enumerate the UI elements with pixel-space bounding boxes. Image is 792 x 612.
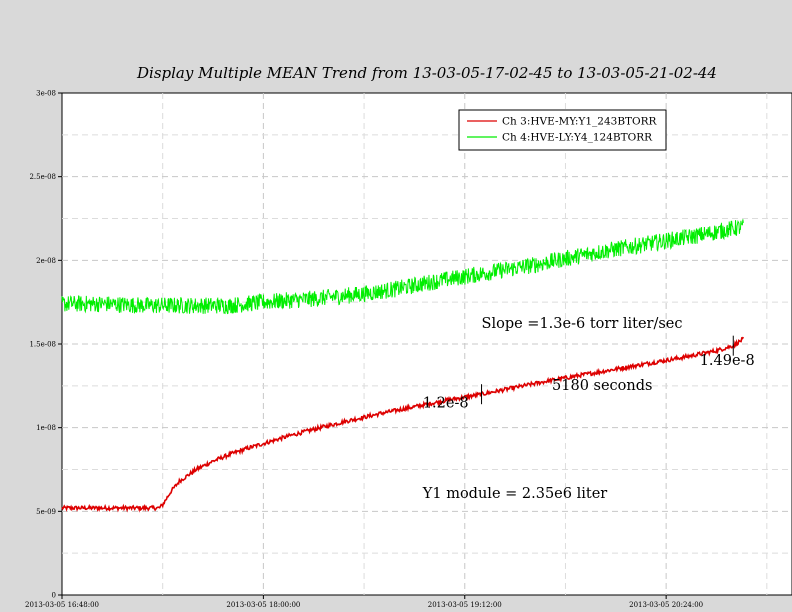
y-tick-label: 0 (52, 592, 56, 600)
series-line-1 (61, 336, 745, 513)
y-tick-label: 3e-08 (36, 90, 56, 98)
series-line-2 (61, 219, 744, 315)
x-tick-label: 2013-03-05 20:24:00 (629, 601, 703, 609)
x-tick-label: 2013-03-05 16:48:00 (25, 601, 99, 609)
axes: 2013-03-05 16:48:00 2013-03-05 18:00:00 20… (25, 90, 703, 610)
series-layer (61, 219, 745, 513)
annotation-layer: Slope =1.3e-6 torr liter/sec 1.49e-8 5180 … (422, 316, 755, 502)
legend-label: Ch 3:HVE-MY:Y1_243BTORR (502, 116, 658, 128)
legend-entries: Ch 3:HVE-MY:Y1_243BTORR Ch 4:HVE-LY:Y4_12… (467, 116, 658, 144)
annotation-text: 5180 seconds (552, 378, 652, 394)
y-tick-label: 2e-08 (36, 257, 56, 265)
legend-box (458, 109, 667, 151)
x-tick-label: 2013-03-05 19:12:00 (428, 601, 502, 609)
x-tick-label: 2013-03-05 18:00:00 (226, 601, 300, 609)
annotation-text: 1.49e-8 (700, 353, 755, 369)
chart-title: Display Multiple MEAN Trend from 13-03-0… (136, 64, 717, 82)
legend[interactable]: Ch 3:HVE-MY:Y1_243BTORR Ch 4:HVE-LY:Y4_12… (458, 109, 667, 151)
annotation-text: Slope =1.3e-6 torr liter/sec (482, 316, 683, 332)
annotation-text: 1.2e-8 (423, 396, 469, 412)
y-tick-label: 1e-08 (36, 424, 56, 432)
grid-lines (62, 93, 792, 595)
y-tick-label: 1.5e-08 (29, 341, 56, 349)
legend-label: Ch 4:HVE-LY:Y4_124BTORR (502, 132, 653, 144)
annotation-text: Y1 module = 2.35e6 liter (422, 486, 607, 502)
y-tick-label: 5e-09 (36, 508, 56, 516)
y-tick-label: 2.5e-08 (29, 173, 56, 181)
